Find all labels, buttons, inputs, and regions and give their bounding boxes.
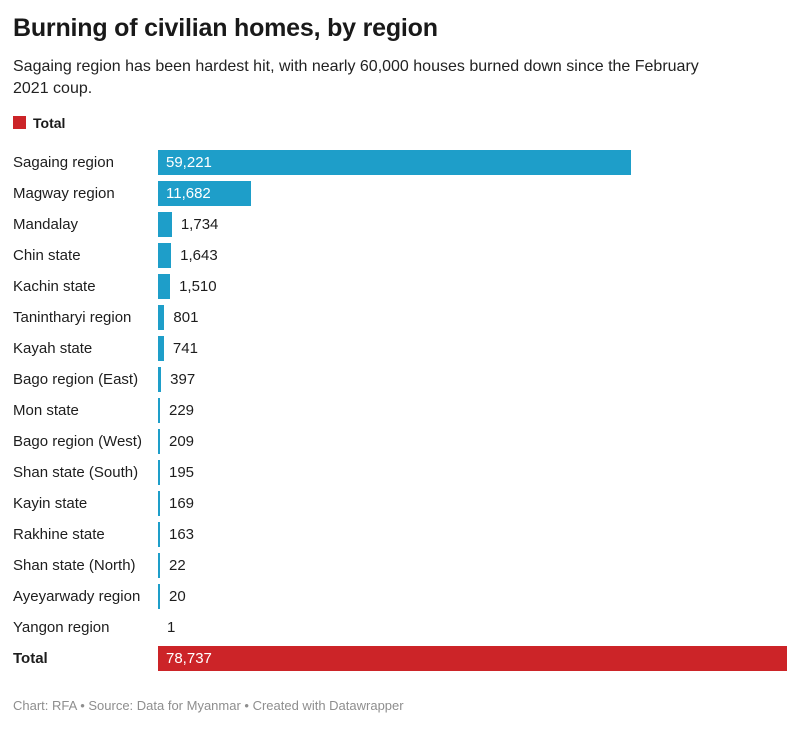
table-row: Rakhine state 163 xyxy=(13,519,787,550)
bar-area: 11,682 xyxy=(158,181,787,206)
table-row: Tanintharyi region 801 xyxy=(13,302,787,333)
region-bar xyxy=(158,398,160,423)
bar-value: 1 xyxy=(167,619,176,636)
bar-chart: Sagaing region 59,221 Magway region 11,682 M… xyxy=(13,147,787,674)
region-bar xyxy=(158,491,160,516)
region-bar xyxy=(158,522,160,547)
table-row: Kachin state 1,510 xyxy=(13,271,787,302)
row-label: Kayin state xyxy=(13,495,88,512)
region-bar xyxy=(158,274,171,299)
table-row: Yangon region 1 xyxy=(13,612,787,643)
bar-value: 169 xyxy=(169,495,195,512)
bar-value: 59,221 xyxy=(166,154,212,171)
bar-area: 169 xyxy=(158,491,787,516)
table-row: Magway region 11,682 xyxy=(13,178,787,209)
table-row: Ayeyarwady region 20 xyxy=(13,581,787,612)
bar-value: 78,737 xyxy=(166,650,212,667)
row-label: Mandalay xyxy=(13,216,79,233)
total-bar: 78,737 xyxy=(158,646,787,671)
bar-area: 741 xyxy=(158,336,787,361)
region-bar xyxy=(158,553,160,578)
row-label: Kayah state xyxy=(13,340,93,357)
region-bar: 11,682 xyxy=(158,181,252,206)
bar-value: 801 xyxy=(173,309,199,326)
row-label: Tanintharyi region xyxy=(13,309,132,326)
bar-value: 22 xyxy=(169,557,186,574)
region-bar xyxy=(158,336,164,361)
row-label: Magway region xyxy=(13,185,115,202)
table-row: Chin state 1,643 xyxy=(13,240,787,271)
row-label: Sagaing region xyxy=(13,154,114,171)
row-label: Bago region (East) xyxy=(13,371,139,388)
table-row: Mandalay 1,734 xyxy=(13,209,787,240)
chart-title: Burning of civilian homes, by region xyxy=(13,14,438,42)
row-label: Rakhine state xyxy=(13,526,105,543)
bar-area: 397 xyxy=(158,367,787,392)
table-row: Kayin state 169 xyxy=(13,488,787,519)
row-label: Chin state xyxy=(13,247,81,264)
table-row: Bago region (East) 397 xyxy=(13,364,787,395)
region-bar xyxy=(158,212,172,237)
bar-value: 229 xyxy=(169,402,195,419)
region-bar xyxy=(158,367,162,392)
row-label: Mon state xyxy=(13,402,79,419)
bar-area: 209 xyxy=(158,429,787,454)
bar-value: 1,643 xyxy=(180,247,218,264)
table-row: Shan state (South) 195 xyxy=(13,457,787,488)
table-row: Total 78,737 xyxy=(13,643,787,674)
bar-value: 163 xyxy=(169,526,195,543)
region-bar xyxy=(158,460,160,485)
bar-area: 1,510 xyxy=(158,274,787,299)
bar-area: 20 xyxy=(158,584,787,609)
legend: Total xyxy=(13,114,787,131)
bar-value: 397 xyxy=(170,371,196,388)
table-row: Sagaing region 59,221 xyxy=(13,147,787,178)
bar-area: 22 xyxy=(158,553,787,578)
row-label: Shan state (North) xyxy=(13,557,136,574)
bar-area: 163 xyxy=(158,522,787,547)
table-row: Kayah state 741 xyxy=(13,333,787,364)
chart-footer: Chart: RFA • Source: Data for Myanmar • … xyxy=(13,698,404,713)
bar-area: 1 xyxy=(158,615,787,640)
bar-value: 741 xyxy=(172,340,198,357)
row-label: Kachin state xyxy=(13,278,96,295)
row-label: Shan state (South) xyxy=(13,464,139,481)
region-bar xyxy=(158,584,160,609)
bar-area: 1,734 xyxy=(158,212,787,237)
bar-area: 801 xyxy=(158,305,787,330)
bar-value: 209 xyxy=(169,433,195,450)
bar-area: 59,221 xyxy=(158,150,787,175)
table-row: Shan state (North) 22 xyxy=(13,550,787,581)
bar-value: 20 xyxy=(169,588,186,605)
bar-area: 1,643 xyxy=(158,243,787,268)
bar-area: 195 xyxy=(158,460,787,485)
row-label: Yangon region xyxy=(13,619,110,636)
row-label: Bago region (West) xyxy=(13,433,142,450)
legend-total-label: Total xyxy=(33,114,66,131)
bar-value: 1,734 xyxy=(180,216,219,233)
bar-area: 229 xyxy=(158,398,787,423)
region-bar xyxy=(158,243,172,268)
row-label: Total xyxy=(13,650,48,667)
region-bar xyxy=(158,429,160,454)
region-bar xyxy=(158,305,165,330)
bar-value: 1,510 xyxy=(179,278,217,295)
chart-subtitle: Sagaing region has been hardest hit, wit… xyxy=(13,58,699,97)
table-row: Mon state 229 xyxy=(13,395,787,426)
bar-value: 195 xyxy=(169,464,195,481)
region-bar: 59,221 xyxy=(158,150,632,175)
row-label: Ayeyarwady region xyxy=(13,588,141,605)
table-row: Bago region (West) 209 xyxy=(13,426,787,457)
bar-value: 11,682 xyxy=(166,185,211,202)
bar-area: 78,737 xyxy=(158,646,787,671)
legend-total-swatch xyxy=(13,116,26,129)
